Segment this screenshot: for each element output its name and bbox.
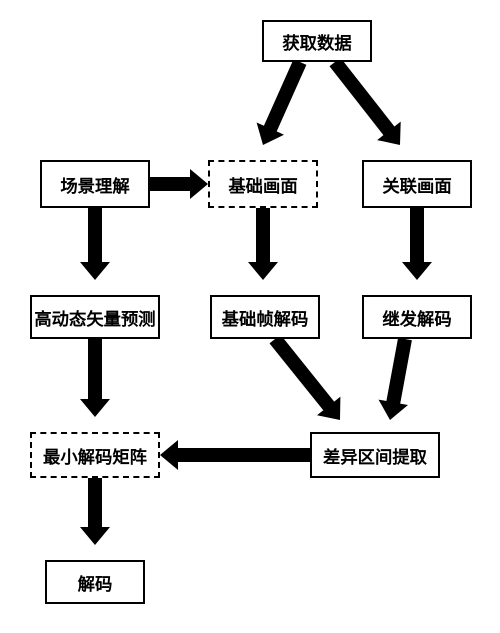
node-label-diff_ext: 差异区间提取 bbox=[323, 443, 427, 468]
arrow-e6 bbox=[402, 208, 432, 280]
arrow-e11 bbox=[80, 478, 110, 545]
node-cont_dec: 继发解码 bbox=[362, 295, 472, 339]
node-base_img: 基础画面 bbox=[208, 160, 318, 208]
node-label-base_dec: 基础帧解码 bbox=[222, 305, 309, 330]
arrow-e9 bbox=[379, 338, 412, 420]
node-label-acquire: 获取数据 bbox=[282, 29, 351, 54]
arrow-e4 bbox=[80, 208, 110, 280]
node-label-scene: 场景理解 bbox=[60, 172, 129, 197]
arrow-e2 bbox=[330, 58, 401, 145]
arrow-e5 bbox=[248, 208, 278, 280]
node-diff_ext: 差异区间提取 bbox=[310, 432, 440, 478]
node-label-assoc_img: 关联画面 bbox=[382, 172, 451, 197]
node-label-min_mat: 最小解码矩阵 bbox=[43, 443, 147, 468]
flowchart-canvas: 获取数据场景理解 基础画面 关联画面高动态矢量预测 基础帧解码 继发解码最小解码矩阵 差异… bbox=[0, 0, 500, 633]
node-min_mat: 最小解码矩阵 bbox=[30, 432, 160, 478]
node-scene: 场景理解 bbox=[40, 160, 150, 208]
node-assoc_img: 关联画面 bbox=[362, 160, 472, 208]
node-decode: 解码 bbox=[45, 560, 145, 604]
node-hd_pred: 高动态矢量预测 bbox=[30, 295, 160, 339]
arrow-e7 bbox=[80, 339, 110, 417]
arrow-e1 bbox=[257, 59, 307, 145]
arrow-e10 bbox=[160, 440, 310, 470]
arrow-e8 bbox=[270, 335, 341, 420]
node-label-decode: 解码 bbox=[78, 570, 113, 595]
arrow-e3 bbox=[150, 169, 208, 199]
node-label-cont_dec: 继发解码 bbox=[382, 305, 451, 330]
node-acquire: 获取数据 bbox=[262, 20, 372, 62]
node-label-hd_pred: 高动态矢量预测 bbox=[34, 305, 155, 330]
node-base_dec: 基础帧解码 bbox=[210, 295, 320, 339]
node-label-base_img: 基础画面 bbox=[228, 172, 297, 197]
